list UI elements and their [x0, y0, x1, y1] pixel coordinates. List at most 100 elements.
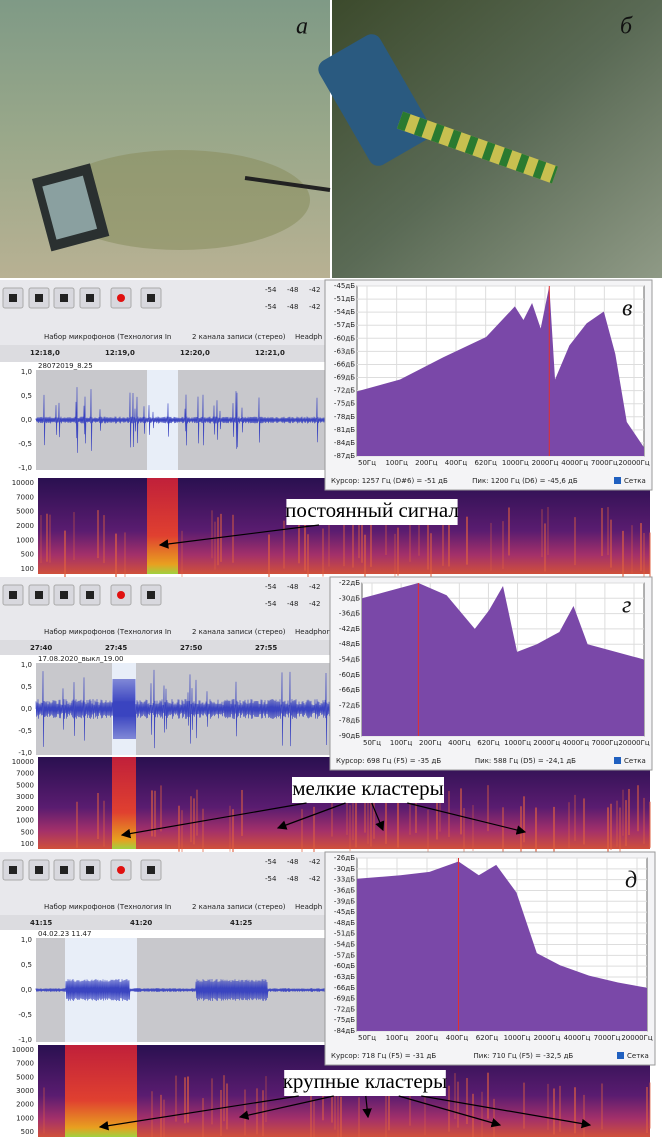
spectrum-y-tick: -78дБ — [334, 413, 355, 421]
meter-label: -48 — [287, 600, 298, 608]
track-name: 04.02.23 11.47 — [38, 930, 91, 938]
spectrogram-streak — [196, 790, 198, 836]
spectrogram-streak — [448, 1086, 450, 1132]
ruler-label: 12:19,0 — [105, 349, 135, 357]
spectrum-y-tick: -48дБ — [339, 640, 360, 648]
spectrum-y-tick: -48дБ — [334, 919, 355, 927]
meter-label: -48 — [287, 858, 298, 866]
spectrogram-streak — [547, 507, 549, 555]
panel-label: д — [625, 868, 637, 894]
spectrum-y-tick: -51дБ — [334, 295, 355, 303]
spectrum-x-tick: 4000Гц — [561, 459, 588, 467]
spectrogram-streak — [343, 518, 345, 566]
spectrogram-streak — [487, 785, 489, 831]
output-select: Headph — [295, 333, 322, 341]
spectrum-y-tick: -30дБ — [334, 865, 355, 873]
wave-tick: -0,5 — [18, 727, 32, 735]
spectrogram-tick: 1000 — [16, 536, 34, 544]
output-select: Headphon — [295, 628, 331, 636]
spectrum-x-tick: 400Гц — [445, 459, 468, 467]
spectrum-x-tick: 1000Гц — [504, 1034, 531, 1042]
spectrogram-streak — [583, 798, 585, 844]
spectrum-y-tick: -69дБ — [334, 374, 355, 382]
spectrogram-streak — [40, 515, 42, 563]
spectrogram-tick: 5000 — [16, 781, 34, 789]
spectrum-x-tick: 2000Гц — [533, 739, 560, 747]
spectrum-y-tick: -87дБ — [334, 452, 355, 460]
spectrogram-streak — [223, 1075, 225, 1121]
spectrogram-streak — [640, 523, 642, 571]
meter-label: -54 — [265, 600, 277, 608]
button-icon — [35, 294, 43, 302]
spectrogram-streak — [463, 808, 465, 854]
spectrum-y-tick: -75дБ — [334, 400, 355, 408]
peak-readout: Пик: 710 Гц (F5) = -32,5 дБ — [474, 1052, 574, 1060]
spectrogram-streak — [610, 520, 612, 568]
spectrogram-streak — [340, 1097, 342, 1137]
button-icon — [9, 866, 17, 874]
spectrogram-streak — [574, 795, 576, 841]
meter-label: -42 — [309, 600, 320, 608]
spectrogram-streak — [181, 810, 183, 856]
spectrogram-streak — [541, 509, 543, 557]
spectrum-x-tick: 1000Гц — [504, 739, 531, 747]
spectrum-y-tick: -72дБ — [339, 701, 360, 709]
wave-tick: 1,0 — [21, 661, 32, 669]
spectrum-x-tick: 4000Гц — [562, 739, 589, 747]
spectrogram-streak — [307, 534, 309, 582]
meter-label: -42 — [309, 286, 320, 294]
grid-toggle: Сетка — [624, 757, 646, 765]
spectrogram-tick: 1000 — [16, 1114, 34, 1122]
spectrogram-streak — [442, 518, 444, 566]
button-icon — [86, 591, 94, 599]
spectrogram-streak — [97, 510, 99, 558]
spectrogram-streak — [643, 798, 645, 844]
spectrogram-streak — [151, 1091, 153, 1137]
spectrogram-streak — [607, 507, 609, 555]
spectrogram-streak — [364, 535, 366, 583]
spectrogram-streak — [460, 788, 462, 834]
spectrum-y-tick: -78дБ — [339, 717, 360, 725]
spectrogram-streak — [481, 1092, 483, 1137]
spectrogram-streak — [262, 1090, 264, 1136]
wave-tick: 0,0 — [21, 705, 32, 713]
spectrogram-streak — [448, 518, 450, 566]
spectrogram-streak — [487, 1073, 489, 1119]
spectrogram-tick: 2000 — [16, 522, 34, 530]
cursor-readout: Курсор: 698 Гц (F5) = -35 дБ — [336, 757, 441, 765]
spectrogram-streak — [544, 523, 546, 571]
spectrogram-streak — [427, 522, 429, 570]
spectrogram-streak — [574, 517, 576, 565]
spectrogram-streak — [202, 1098, 204, 1137]
spectrogram-streak — [622, 531, 624, 579]
grid-toggle: Сетка — [627, 1052, 649, 1060]
spectrogram-streak — [367, 798, 369, 844]
button-icon — [60, 866, 68, 874]
spectrogram-streak — [643, 533, 645, 581]
meter-label: -48 — [287, 583, 298, 591]
spectrogram-streak — [73, 512, 75, 560]
spectrum-y-tick: -33дБ — [334, 876, 355, 884]
spectrogram-streak — [244, 1090, 246, 1136]
button-icon — [147, 591, 155, 599]
spectrogram-streak — [625, 800, 627, 846]
spectrum-y-tick: -36дБ — [334, 886, 355, 894]
grid-checkbox — [614, 477, 621, 484]
button-icon — [9, 294, 17, 302]
spectrogram-streak — [466, 1078, 468, 1124]
spectrogram-streak — [160, 785, 162, 831]
button-icon — [117, 591, 125, 599]
cursor-readout: Курсор: 718 Гц (F5) = -31 дБ — [331, 1052, 436, 1060]
spectrogram-streak — [181, 531, 183, 579]
spectrogram-streak — [637, 785, 639, 831]
spectrum-x-tick: 620Гц — [477, 739, 500, 747]
spectrogram-streak — [616, 801, 618, 847]
spectrogram-tick: 100 — [21, 565, 34, 573]
spectrum-x-tick: 1000Гц — [502, 459, 529, 467]
spectrogram-streak — [466, 517, 468, 565]
meter-label: -42 — [309, 583, 320, 591]
ruler-label: 41:25 — [230, 919, 252, 927]
mic-select: Набор микрофонов (Технология In — [44, 333, 171, 341]
spectrogram-streak — [49, 515, 51, 563]
spectrum-y-tick: -39дБ — [334, 897, 355, 905]
